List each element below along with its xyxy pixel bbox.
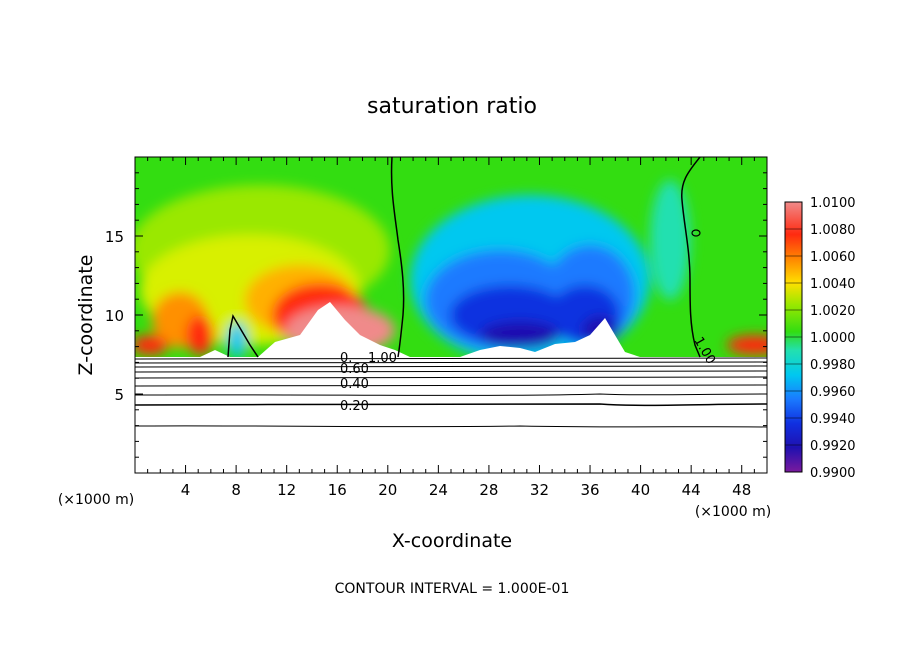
colorbar-label: 0.9980	[810, 358, 856, 373]
colorbar-label: 0.9940	[810, 412, 856, 427]
colorbar-label: 1.0040	[810, 277, 856, 292]
y-axis-label: Z-coordinate	[75, 255, 97, 376]
contour-line	[135, 365, 767, 368]
x-tick-label: 44	[682, 481, 701, 499]
contour-line	[135, 425, 767, 428]
x-tick-label: 48	[732, 481, 751, 499]
x-tick-label: 16	[328, 481, 347, 499]
colorbar-label: 1.0020	[810, 304, 856, 319]
colorbar: 1.0100 1.0080 1.0060 1.0040 1.0020 1.0000 0.99…	[784, 196, 856, 481]
x-tick-label: 4	[181, 481, 191, 499]
contour-line	[227, 313, 259, 358]
x-tick-label: 36	[580, 481, 599, 499]
y-tick-label: 15	[105, 228, 124, 246]
colorbar-label: 1.0000	[810, 331, 856, 346]
contour-line	[390, 157, 405, 358]
contour-line	[691, 229, 701, 237]
y-tick-label: 5	[114, 386, 124, 404]
plot-area: 0. 1.00 1.00 0.60 0.40 0.20	[135, 157, 767, 473]
colorbar-label: 0.9900	[810, 466, 856, 481]
colorbar-label: 1.0060	[810, 250, 856, 265]
masked-region	[135, 302, 767, 473]
contour-line	[135, 403, 767, 407]
contour-label: 1.00	[368, 351, 397, 366]
contour-line	[135, 370, 767, 373]
y-axis: 5 10 15	[105, 172, 767, 458]
colorbar-label: 0.9960	[810, 385, 856, 400]
contour-line	[135, 361, 767, 364]
x-tick-label: 12	[277, 481, 296, 499]
y-tick-label: 10	[105, 307, 124, 325]
x-tick-label: 8	[231, 481, 241, 499]
x-tick-label: 40	[631, 481, 650, 499]
x-axis: 4 8 12 16 20 24 28 32 36 40 44 48	[147, 157, 755, 499]
x-tick-label: 24	[429, 481, 448, 499]
contour-label: 0.	[340, 351, 352, 366]
colorbar-label: 1.0100	[810, 196, 856, 211]
contour-line	[135, 376, 767, 379]
contour-line	[135, 357, 767, 360]
contour-label: 0.20	[340, 399, 369, 414]
x-tick-label: 20	[378, 481, 397, 499]
contour-label: 0.40	[340, 377, 369, 392]
contour-line	[681, 157, 701, 358]
x-units-left: (×1000 m)	[58, 492, 134, 508]
colorbar-labels: 1.0100 1.0080 1.0060 1.0040 1.0020 1.0000 0.99…	[785, 196, 856, 481]
x-units-right: (×1000 m)	[695, 504, 771, 520]
chart-title: saturation ratio	[367, 94, 537, 119]
contour-interval-note: CONTOUR INTERVAL = 1.000E-01	[335, 581, 570, 597]
x-tick-label: 28	[479, 481, 498, 499]
x-axis-label: X-coordinate	[392, 530, 512, 552]
contour-label: 0.60	[340, 362, 369, 377]
x-tick-label: 32	[530, 481, 549, 499]
contour-line	[135, 393, 767, 396]
contour-line	[135, 384, 767, 387]
colorbar-label: 1.0080	[810, 223, 856, 238]
colorbar-label: 0.9920	[810, 439, 856, 454]
